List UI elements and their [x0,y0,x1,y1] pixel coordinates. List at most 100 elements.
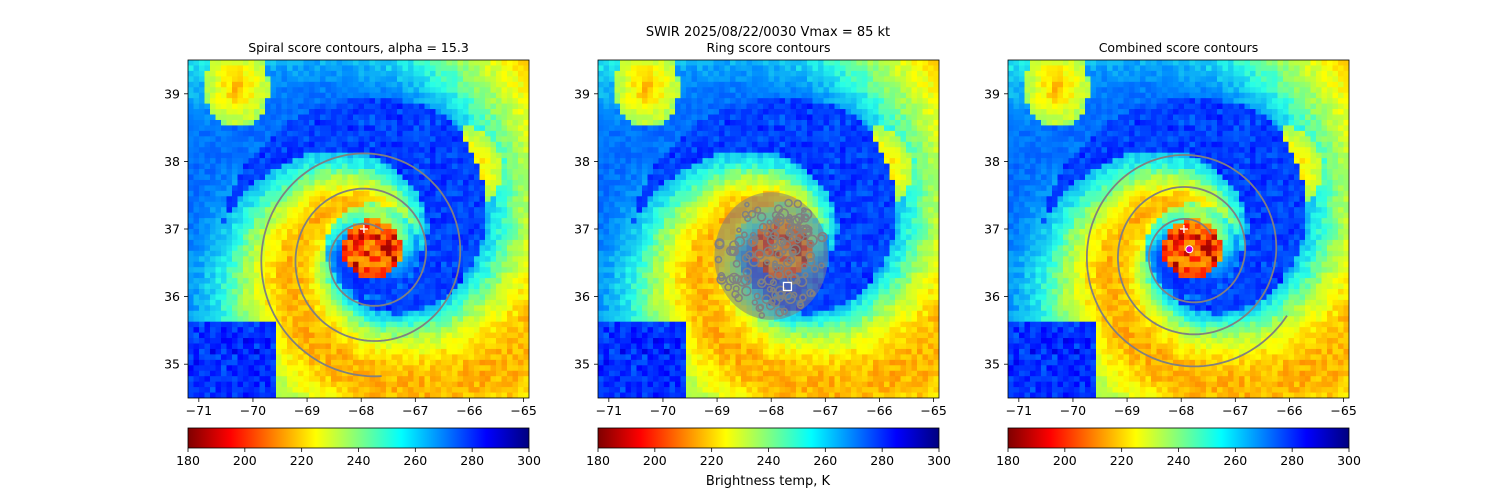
ring-contour [806,240,815,249]
score-contours [714,192,829,320]
colorbar: 180 200 220 240 260 280 300 [586,427,951,468]
ring-contour [789,224,801,236]
colorbar-gradient [1007,427,1350,449]
ring-contour [790,291,798,299]
ring-score-panel: Ring score contours −71 −70 −69 −68 −67 −66 −6… [574,40,947,418]
y-tick-label: 39 [164,86,180,101]
colorbar-label: Brightness temp, K [706,474,831,489]
ring-contour [780,248,787,255]
spiral-score-panel: Spiral score contours, alpha = 15.3 −71 −… [164,40,537,418]
ring-contour [788,235,795,242]
x-tick-label: −66 [866,403,892,418]
y-tick-label: 35 [984,357,1000,372]
ring-contour [758,222,768,232]
colorbar: 180 200 220 240 260 280 300 [176,427,541,468]
y-tick-label: 37 [574,222,590,237]
colorbar-tick-label: 200 [233,453,257,468]
colorbar-tick-label: 300 [517,453,541,468]
x-tick-label: −69 [294,403,320,418]
spiral-contour [260,152,462,378]
ring-contour [714,238,725,248]
spiral-contour [1086,154,1288,368]
ring-contour [769,221,780,232]
combined-score-panel: Combined score contours −71 −70 −69 −68 −67 −… [984,40,1357,418]
ring-max-marker [782,281,793,292]
ring-contour [736,275,749,287]
x-tick-label: −70 [240,403,266,418]
ring-contour [772,260,778,267]
colorbar-tick-label: 180 [586,453,610,468]
ring-contour [777,237,787,247]
x-tick-label: −71 [596,403,622,418]
y-tick-label: 38 [164,154,180,169]
ring-contour [802,272,809,279]
ring-contour [784,292,797,305]
x-tick-label: −68 [758,403,784,418]
y-tick-label: 36 [574,289,590,304]
colorbar-tick-label: 240 [757,453,781,468]
y-tick-label: 39 [984,86,1000,101]
ring-contour [818,262,825,269]
y-tick-label: 38 [984,154,1000,169]
ring-contour [794,278,801,285]
colorbar-tick-label: 180 [996,453,1020,468]
panel-title: Ring score contours [706,40,830,55]
colorbar-tick-label: 200 [1053,453,1077,468]
ring-contour [771,243,778,250]
panel-title: Combined score contours [1099,40,1259,55]
ring-contour [794,236,802,244]
first-guess-marker [359,225,368,233]
x-tick-label: −66 [456,403,482,418]
ring-contour [774,204,784,214]
ring-contour [740,231,748,239]
brightness-heatmap [598,60,939,398]
y-tick-label: 35 [164,357,180,372]
ring-contour [732,259,741,268]
colorbar-tick-label: 260 [813,453,837,468]
colorbar-tick-label: 240 [347,453,371,468]
ring-contour [734,236,746,247]
ring-contour [766,219,773,225]
score-contours [260,152,462,378]
colorbar: 180 200 220 240 260 280 300 [996,427,1361,468]
ring-contour [806,257,816,267]
colorbar-tick-label: 180 [176,453,200,468]
x-tick-label: −67 [812,403,838,418]
colorbar-tick-label: 280 [1280,453,1304,468]
y-tick-label: 38 [574,154,590,169]
first-guess-marker [1179,225,1188,233]
ring-contour [801,263,808,270]
best-center-marker [1185,245,1194,254]
ring-contour [764,259,771,266]
y-tick-label: 39 [574,86,590,101]
x-tick-label: −69 [1114,403,1140,418]
ring-contour [809,290,816,297]
brightness-heatmap [1008,60,1349,398]
colorbar-tick-label: 300 [927,453,951,468]
ring-contour [754,249,765,260]
panel-title: Spiral score contours, alpha = 15.3 [248,40,469,55]
ring-contour [766,286,774,293]
x-tick-label: −69 [704,403,730,418]
ring-contour [788,247,797,257]
x-tick-label: −65 [510,403,536,418]
ring-contour [751,299,759,306]
ring-contour [789,273,800,284]
colorbar-tick-label: 260 [1223,453,1247,468]
figure-suptitle: SWIR 2025/08/22/0030 Vmax = 85 kt [646,25,890,40]
y-tick-label: 35 [574,357,590,372]
ring-contour [776,295,784,302]
ring-contour [786,255,796,265]
ring-contour [774,269,784,280]
ring-contour [810,264,819,273]
colorbar-tick-label: 280 [460,453,484,468]
ring-contour [801,214,810,223]
ring-contour [734,293,743,303]
x-tick-label: −68 [348,403,374,418]
ring-contour [775,307,785,317]
colorbar-gradient [187,427,530,449]
x-tick-label: −68 [1168,403,1194,418]
ring-contour [789,244,801,256]
ring-contour [794,213,806,224]
